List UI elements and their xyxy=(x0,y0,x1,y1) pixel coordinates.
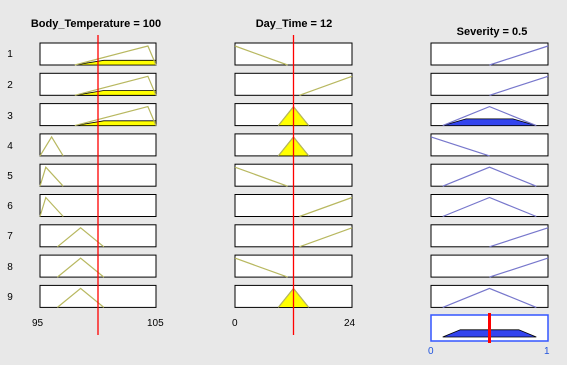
membership-function-curve xyxy=(430,136,490,157)
input-1-axis-min: 95 xyxy=(32,318,44,329)
output-title: Severity = 0.5 xyxy=(456,26,528,38)
membership-function-curve xyxy=(57,227,105,248)
membership-function-curve xyxy=(234,166,288,187)
rule-number: 2 xyxy=(7,80,13,91)
rule-number: 7 xyxy=(7,231,13,242)
rule-number: 1 xyxy=(7,49,13,60)
activated-area xyxy=(74,90,157,96)
input-2-title: Day_Time = 12 xyxy=(255,18,333,30)
membership-plot-box xyxy=(430,194,549,217)
input-2-axis-min: 0 xyxy=(232,318,238,329)
membership-function-curve xyxy=(299,75,353,96)
activated-area xyxy=(442,118,537,126)
membership-plot-box xyxy=(430,42,549,66)
rule-number: 8 xyxy=(7,262,13,273)
membership-function-curve xyxy=(299,227,353,248)
output-axis-max: 1 xyxy=(544,346,550,357)
membership-function-curve xyxy=(442,166,537,187)
membership-plot-box xyxy=(430,254,549,278)
membership-function-curve xyxy=(74,75,157,96)
membership-function-curve xyxy=(489,227,549,248)
input-1-axis-max: 105 xyxy=(147,318,164,329)
input-1-title: Body_Temperature = 100 xyxy=(30,18,162,30)
membership-function-curve xyxy=(442,105,537,127)
rule-number: 6 xyxy=(7,201,13,212)
activated-area xyxy=(74,120,157,126)
membership-function-curve xyxy=(74,105,157,127)
input-2-axis-max: 24 xyxy=(344,318,356,329)
membership-function-curve xyxy=(39,135,64,157)
membership-function-curve xyxy=(489,257,549,278)
membership-function-curve xyxy=(234,257,288,278)
membership-function-curve xyxy=(489,75,549,96)
membership-function-curve xyxy=(299,196,353,218)
rule-number: 4 xyxy=(7,141,13,152)
membership-plot-box xyxy=(430,224,549,248)
membership-plot-box xyxy=(430,72,549,96)
membership-function-curve xyxy=(39,166,64,187)
membership-plot-box xyxy=(430,284,549,308)
output-axis-min: 0 xyxy=(428,346,434,357)
membership-plot-box xyxy=(430,133,549,157)
rule-number: 3 xyxy=(7,111,13,122)
membership-function-curve xyxy=(234,45,288,66)
rule-number: 5 xyxy=(7,171,13,182)
activated-area xyxy=(74,59,157,66)
membership-function-curve xyxy=(489,45,549,66)
membership-function-curve xyxy=(74,45,157,66)
membership-function-curve xyxy=(442,196,537,218)
membership-plot-box xyxy=(430,163,549,187)
membership-function-curve xyxy=(39,196,64,217)
membership-function-curve xyxy=(442,287,537,308)
membership-function-curve xyxy=(57,257,105,278)
membership-function-curve xyxy=(57,287,105,308)
rule-number: 9 xyxy=(7,292,13,303)
